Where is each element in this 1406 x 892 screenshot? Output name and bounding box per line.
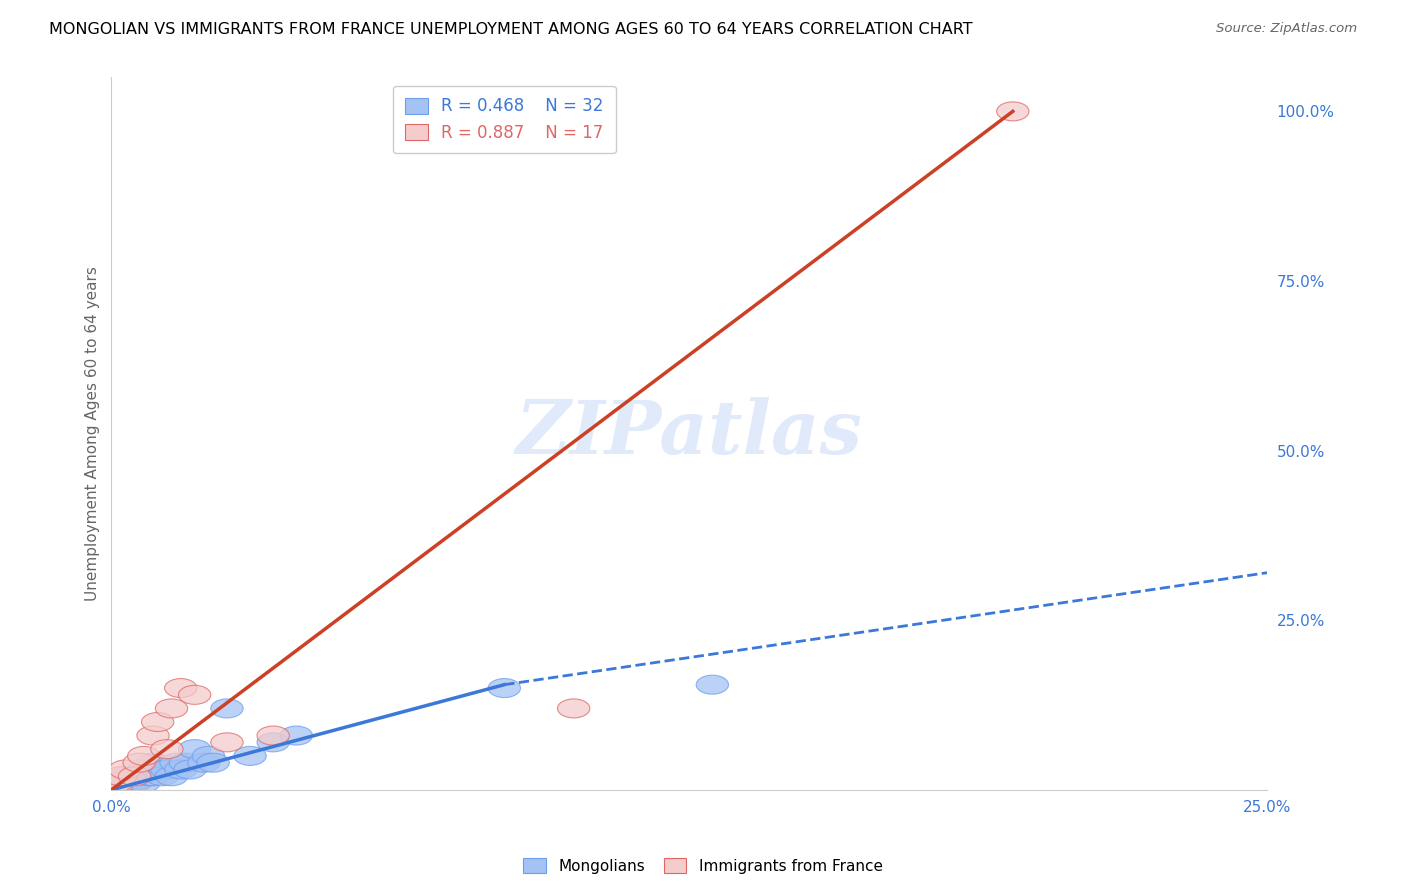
Ellipse shape [160, 753, 193, 772]
Ellipse shape [997, 102, 1029, 120]
Ellipse shape [150, 760, 183, 779]
Ellipse shape [179, 739, 211, 758]
Y-axis label: Unemployment Among Ages 60 to 64 years: Unemployment Among Ages 60 to 64 years [86, 266, 100, 601]
Ellipse shape [280, 726, 312, 745]
Ellipse shape [118, 767, 150, 786]
Ellipse shape [128, 773, 160, 793]
Legend: R = 0.468    N = 32, R = 0.887    N = 17: R = 0.468 N = 32, R = 0.887 N = 17 [394, 86, 616, 153]
Ellipse shape [136, 767, 169, 786]
Ellipse shape [174, 760, 207, 779]
Ellipse shape [110, 760, 142, 779]
Ellipse shape [558, 699, 591, 718]
Ellipse shape [165, 679, 197, 698]
Ellipse shape [128, 760, 160, 779]
Ellipse shape [122, 770, 155, 789]
Legend: Mongolians, Immigrants from France: Mongolians, Immigrants from France [517, 852, 889, 880]
Ellipse shape [187, 753, 221, 772]
Ellipse shape [257, 726, 290, 745]
Ellipse shape [179, 685, 211, 705]
Ellipse shape [114, 777, 146, 796]
Ellipse shape [233, 747, 266, 765]
Ellipse shape [488, 679, 520, 698]
Ellipse shape [110, 773, 142, 793]
Ellipse shape [132, 767, 165, 786]
Ellipse shape [142, 760, 174, 779]
Ellipse shape [100, 773, 132, 793]
Text: Source: ZipAtlas.com: Source: ZipAtlas.com [1216, 22, 1357, 36]
Ellipse shape [155, 767, 187, 786]
Ellipse shape [100, 777, 132, 796]
Text: MONGOLIAN VS IMMIGRANTS FROM FRANCE UNEMPLOYMENT AMONG AGES 60 TO 64 YEARS CORRE: MONGOLIAN VS IMMIGRANTS FROM FRANCE UNEM… [49, 22, 973, 37]
Ellipse shape [193, 747, 225, 765]
Ellipse shape [122, 753, 155, 772]
Ellipse shape [146, 767, 179, 786]
Ellipse shape [197, 753, 229, 772]
Ellipse shape [142, 713, 174, 731]
Ellipse shape [211, 733, 243, 752]
Ellipse shape [136, 753, 169, 772]
Ellipse shape [696, 675, 728, 694]
Ellipse shape [169, 753, 201, 772]
Ellipse shape [100, 773, 132, 793]
Ellipse shape [165, 760, 197, 779]
Ellipse shape [211, 699, 243, 718]
Ellipse shape [155, 699, 187, 718]
Ellipse shape [104, 773, 136, 793]
Ellipse shape [257, 733, 290, 752]
Ellipse shape [118, 773, 150, 793]
Ellipse shape [100, 780, 132, 799]
Ellipse shape [104, 767, 136, 786]
Ellipse shape [128, 747, 160, 765]
Ellipse shape [118, 767, 150, 786]
Ellipse shape [110, 767, 142, 786]
Ellipse shape [136, 726, 169, 745]
Ellipse shape [150, 739, 183, 758]
Text: ZIPatlas: ZIPatlas [516, 398, 863, 470]
